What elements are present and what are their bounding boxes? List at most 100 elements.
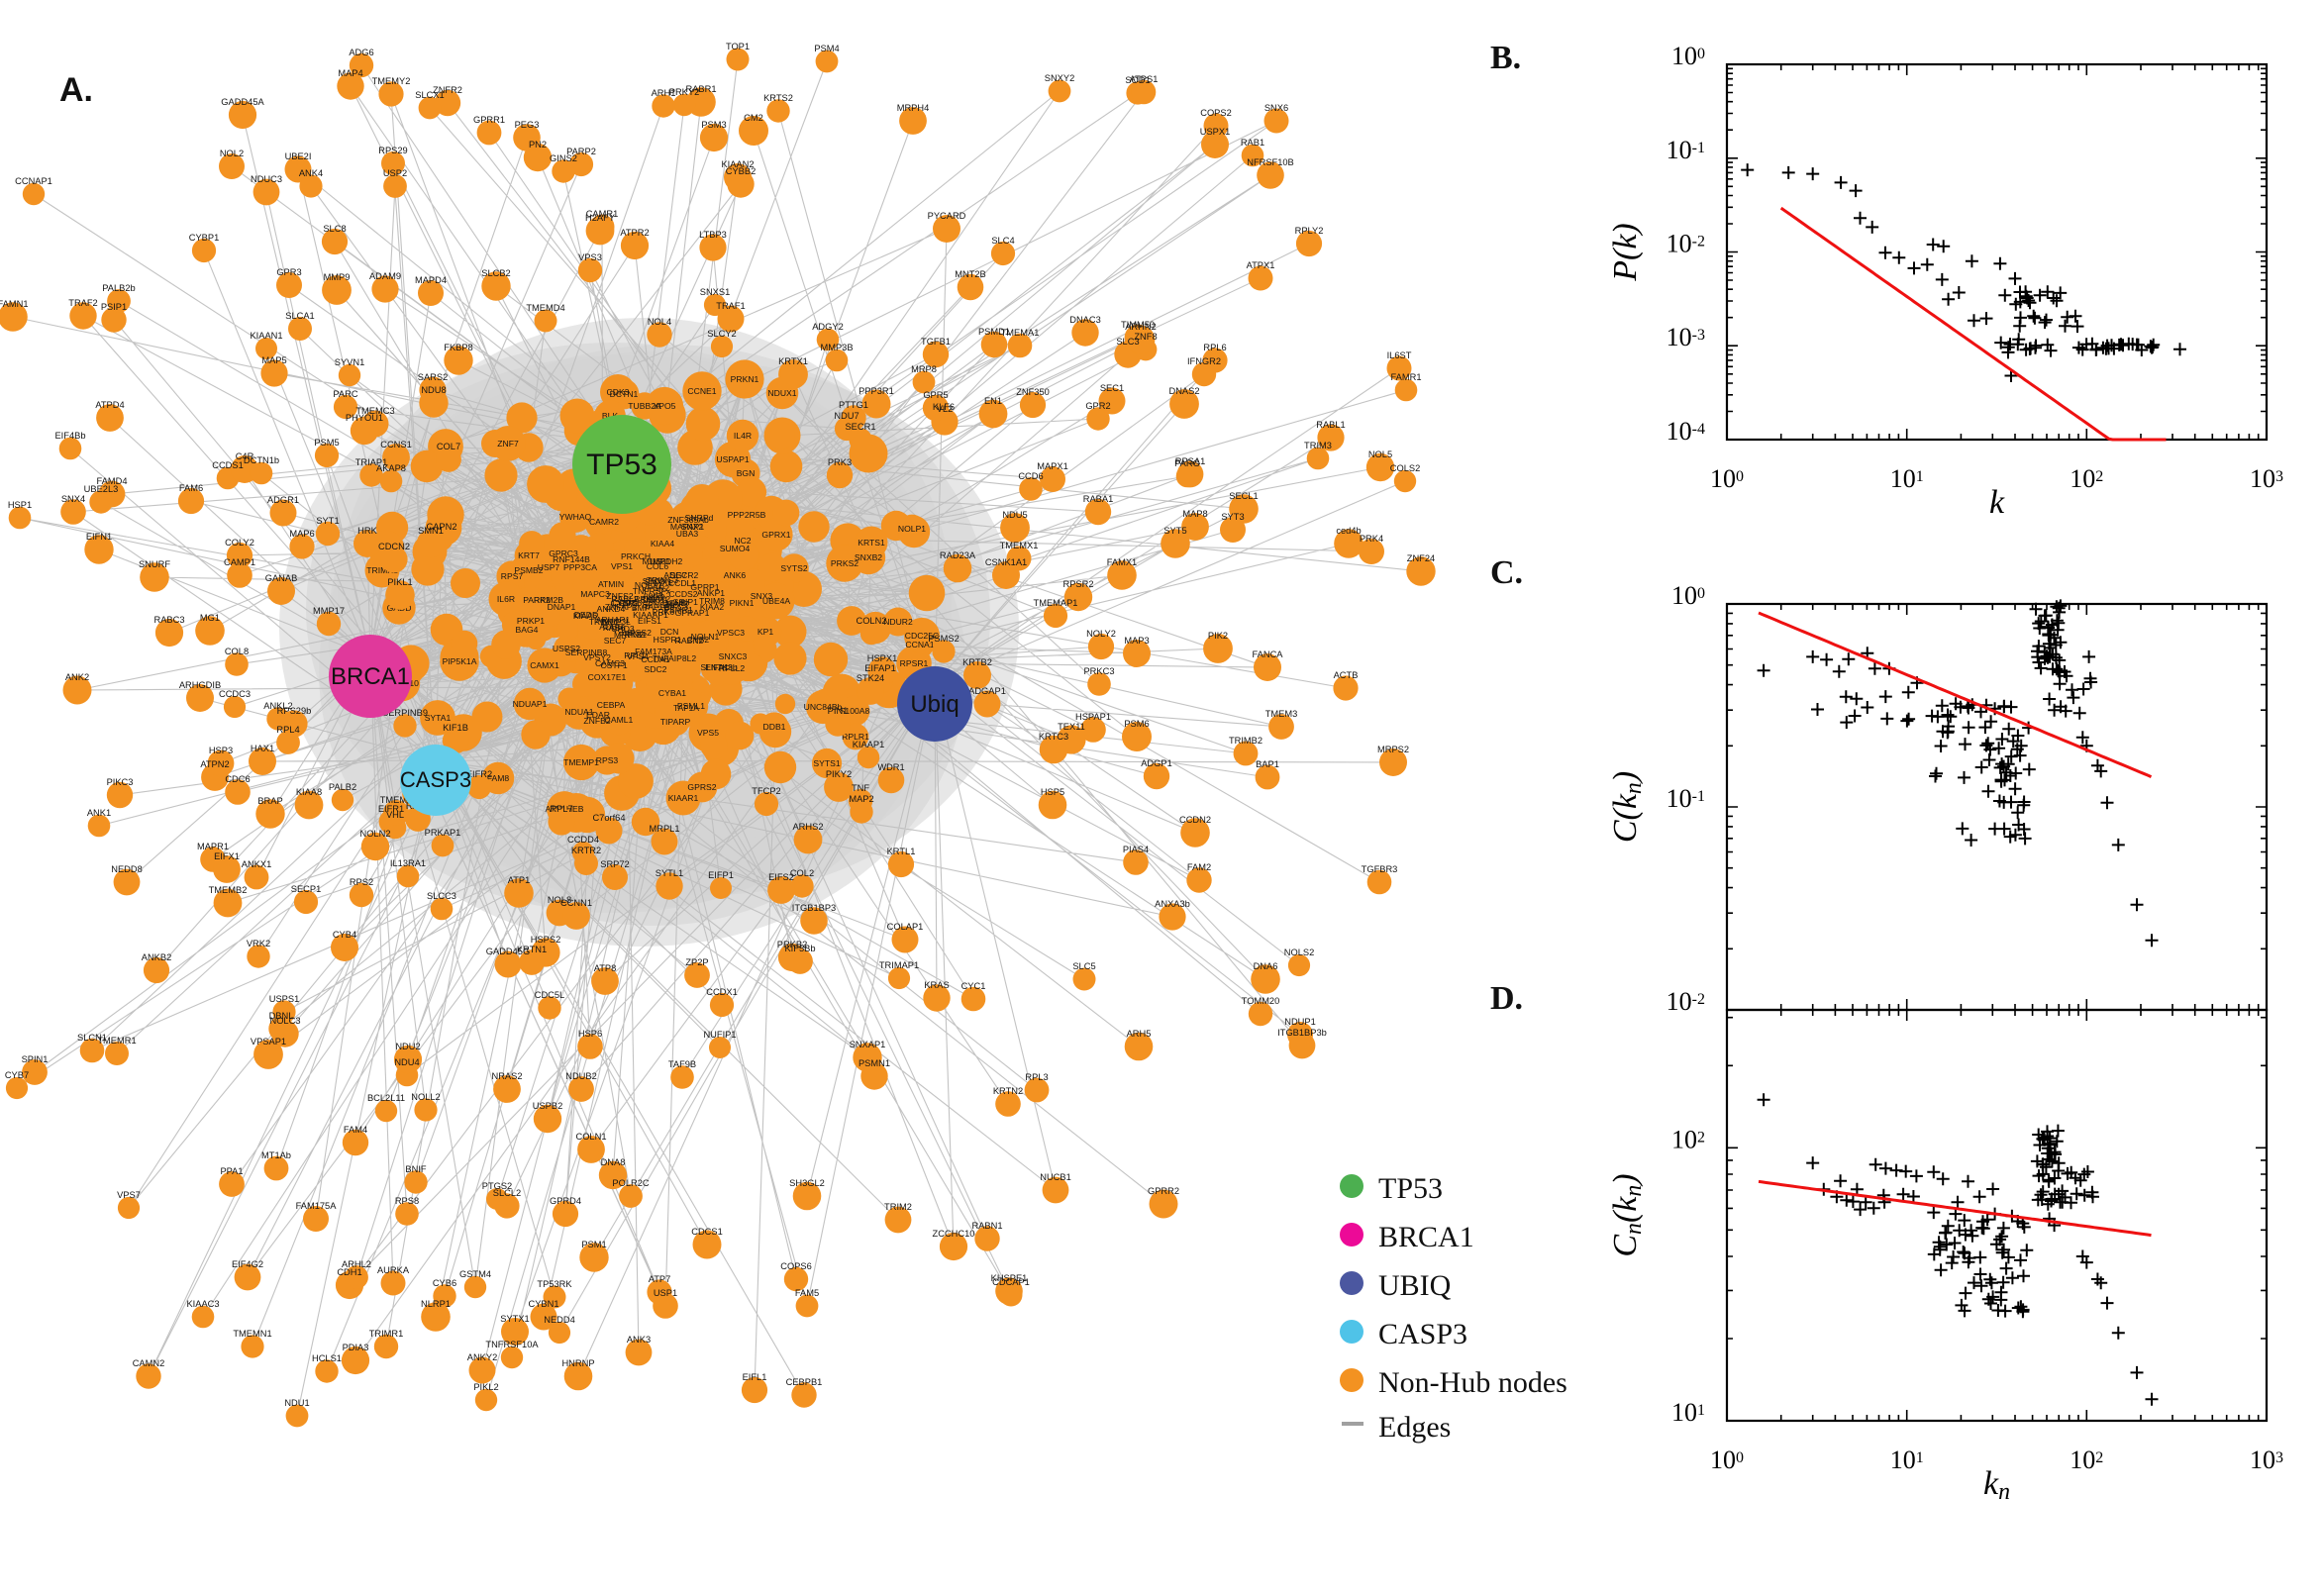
svg-text:TOMM20: TOMM20 <box>1242 996 1280 1006</box>
svg-text:CDC6: CDC6 <box>225 774 250 784</box>
svg-text:COPS6: COPS6 <box>780 1261 812 1271</box>
svg-text:ATP8: ATP8 <box>594 963 617 973</box>
svg-text:NDU7: NDU7 <box>834 411 858 421</box>
svg-text:SNX4: SNX4 <box>61 494 85 504</box>
svg-text:HCLS1: HCLS1 <box>312 1353 342 1363</box>
svg-text:NEDD4: NEDD4 <box>544 1315 575 1325</box>
svg-text:k: k <box>1989 484 2005 521</box>
svg-text:CCNE1: CCNE1 <box>687 386 716 396</box>
svg-text:SNXY2: SNXY2 <box>1045 73 1075 83</box>
svg-text:CEBPA: CEBPA <box>597 700 626 710</box>
svg-text:EN1: EN1 <box>984 396 1002 406</box>
svg-text:TMEMR1: TMEMR1 <box>97 1036 136 1046</box>
svg-text:MAPX1: MAPX1 <box>1037 461 1068 471</box>
svg-text:RPLY2: RPLY2 <box>1295 226 1324 236</box>
svg-text:AURKA: AURKA <box>377 1265 410 1275</box>
svg-text:ZNF8: ZNF8 <box>1134 332 1157 342</box>
svg-text:TRIMR1: TRIMR1 <box>369 1329 404 1339</box>
svg-text:NDU5: NDU5 <box>1002 510 1027 520</box>
svg-text:HNRNP: HNRNP <box>561 1358 594 1368</box>
svg-text:NDUR2: NDUR2 <box>883 617 913 627</box>
svg-text:MRPH4: MRPH4 <box>897 103 930 113</box>
svg-text:PEG3: PEG3 <box>515 120 540 130</box>
svg-text:C7orf64: C7orf64 <box>592 813 625 823</box>
svg-text:PYCARD: PYCARD <box>928 211 966 221</box>
svg-text:MAP2: MAP2 <box>849 794 873 804</box>
svg-text:HAX1: HAX1 <box>251 744 274 753</box>
svg-text:SPIN1: SPIN1 <box>22 1054 49 1064</box>
svg-text:PPA1: PPA1 <box>220 1166 243 1176</box>
svg-text:ZP2P: ZP2P <box>685 957 708 967</box>
svg-text:PRKP1: PRKP1 <box>517 616 545 626</box>
svg-text:ANXA3b: ANXA3b <box>1155 899 1190 909</box>
svg-text:MRP8: MRP8 <box>911 364 937 374</box>
svg-text:YWHAQ: YWHAQ <box>559 512 592 522</box>
svg-text:EIFP1: EIFP1 <box>708 870 734 880</box>
svg-text:SEC1: SEC1 <box>1100 383 1124 393</box>
svg-text:SMN1: SMN1 <box>418 526 444 536</box>
svg-text:CYB6: CYB6 <box>433 1278 456 1288</box>
svg-text:SARS2: SARS2 <box>418 372 449 382</box>
svg-text:HSPS2: HSPS2 <box>531 935 561 945</box>
svg-text:MAPR1: MAPR1 <box>197 842 229 851</box>
svg-text:ANK2: ANK2 <box>65 672 89 682</box>
svg-text:FAM4: FAM4 <box>344 1125 367 1135</box>
svg-text:EIFN1: EIFN1 <box>86 532 112 542</box>
svg-text:RPSR2: RPSR2 <box>1062 579 1093 589</box>
svg-text:PPP3R1: PPP3R1 <box>858 386 894 396</box>
svg-text:FANCA: FANCA <box>1253 649 1284 659</box>
svg-text:NOL5: NOL5 <box>1368 449 1392 459</box>
svg-text:SRP72: SRP72 <box>600 859 629 869</box>
svg-text:CAMN2: CAMN2 <box>133 1358 165 1368</box>
svg-text:CSNK1A1: CSNK1A1 <box>985 557 1027 567</box>
svg-text:XPO5: XPO5 <box>654 401 676 411</box>
svg-text:PIK2: PIK2 <box>1208 631 1228 641</box>
svg-text:MAPD4: MAPD4 <box>415 275 447 285</box>
svg-text:TGFB1: TGFB1 <box>921 337 951 347</box>
svg-text:ADGP1: ADGP1 <box>1141 758 1172 768</box>
svg-text:TFCP2: TFCP2 <box>752 786 780 796</box>
svg-text:10-1: 10-1 <box>1666 136 1705 164</box>
svg-text:MMP17: MMP17 <box>313 606 345 616</box>
svg-text:ARH5: ARH5 <box>1127 1029 1152 1039</box>
svg-text:MMP3B: MMP3B <box>820 343 853 352</box>
svg-text:DDB1: DDB1 <box>763 722 786 732</box>
svg-text:TRIMB2: TRIMB2 <box>1229 736 1262 746</box>
svg-text:PSM6: PSM6 <box>1124 719 1149 729</box>
svg-text:TMEMX1: TMEMX1 <box>1000 541 1039 550</box>
svg-text:SYTL1: SYTL1 <box>656 868 683 878</box>
svg-text:KRTB2: KRTB2 <box>962 657 992 667</box>
svg-text:NDU2: NDU2 <box>395 1042 420 1051</box>
svg-text:ITGB1BP3: ITGB1BP3 <box>792 903 836 913</box>
svg-text:PIKY2: PIKY2 <box>826 769 852 779</box>
svg-text:TRIM2: TRIM2 <box>884 1202 912 1212</box>
svg-text:RPS2: RPS2 <box>350 877 373 887</box>
svg-text:RPL7: RPL7 <box>550 804 572 814</box>
svg-text:PRKC3: PRKC3 <box>1083 666 1114 676</box>
svg-text:ANKP1: ANKP1 <box>697 588 725 598</box>
svg-text:PRK3: PRK3 <box>828 457 852 467</box>
svg-text:ADGAP1: ADGAP1 <box>968 686 1006 696</box>
svg-text:TAF1A: TAF1A <box>673 703 699 713</box>
svg-text:TNFAIP8L2: TNFAIP8L2 <box>653 653 697 663</box>
svg-text:10-3: 10-3 <box>1666 323 1705 351</box>
svg-text:TRIML1: TRIML1 <box>589 617 620 627</box>
svg-text:DBNL: DBNL <box>269 1011 294 1021</box>
svg-text:ZNF24: ZNF24 <box>1407 553 1435 563</box>
svg-text:DNAC3: DNAC3 <box>1069 315 1101 325</box>
svg-text:GPRR2: GPRR2 <box>1148 1186 1179 1196</box>
svg-text:ARHL2: ARHL2 <box>342 1259 371 1269</box>
svg-text:KIAA4: KIAA4 <box>651 539 675 549</box>
svg-text:PHYOU1: PHYOU1 <box>346 413 383 423</box>
svg-text:PARK2: PARK2 <box>523 595 551 605</box>
svg-text:RABL1: RABL1 <box>1316 420 1345 430</box>
svg-text:SYTS2: SYTS2 <box>780 563 807 573</box>
svg-text:PTGS2: PTGS2 <box>482 1181 512 1191</box>
svg-text:SH3GL2: SH3GL2 <box>789 1178 825 1188</box>
svg-text:KIAAR1: KIAAR1 <box>668 793 699 803</box>
svg-text:ARHN2: ARHN2 <box>1125 322 1157 332</box>
svg-text:ARHGDIB: ARHGDIB <box>179 680 221 690</box>
svg-text:SNURF: SNURF <box>139 559 170 569</box>
svg-text:RPSR1: RPSR1 <box>900 658 929 668</box>
svg-text:NFRSF10B: NFRSF10B <box>1247 157 1294 167</box>
